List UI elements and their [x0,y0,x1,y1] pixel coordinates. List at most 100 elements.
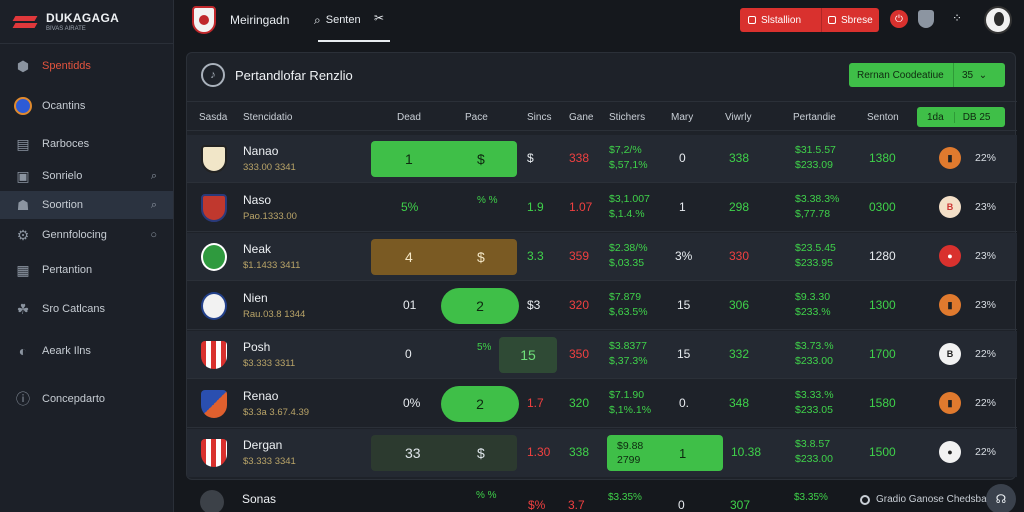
table-row[interactable]: Renao $3.3a 3.67.4.39 0% 2 1.7 320 $7.1.… [187,380,1017,428]
row-viwrly: 330 [729,249,750,263]
dead-pace-pill[interactable]: 1 $ [371,141,517,177]
stich-a: $2.38/% [609,242,648,254]
header-stichers[interactable]: Stichers [609,112,646,123]
power-icon[interactable]: ⏻ [890,10,908,28]
club-badge-icon: B [939,343,961,365]
stich-a: $7.1.90 [609,389,645,401]
pace-pill[interactable]: 2 [441,288,519,324]
table-row[interactable]: Nanao 333.00 3341 1 $ $ 338 $7,2/% $,57,1… [187,135,1017,183]
sidebar-item-sonrielo[interactable]: ▣ Sonrielo ⌕ [0,162,173,190]
sidebar-item-concepdarto[interactable]: ⓘ Concepdarto [0,385,173,413]
header-senton[interactable]: Senton [867,112,899,123]
avatar[interactable] [984,6,1012,34]
brand[interactable]: DUKAGAGA BIVAS AIRATE [0,0,173,44]
search-tab[interactable]: ⌕ Senten [314,10,361,30]
row-pace: % % [477,195,498,206]
row-pace: % % [476,490,497,501]
dead-pace-pill[interactable]: 4 $ [371,239,517,275]
stich-a: $7.879 [609,291,642,303]
sidebar-item-pertantion[interactable]: ▦ Pertantion [0,256,173,284]
row-pertandie: $3.73.% $233.00 [795,339,834,369]
headset-icon[interactable]: ☊ [986,484,1016,512]
sidebar-item-sro-catlcans[interactable]: ☘ Sro Catlcans [0,295,173,323]
grid-dots-icon[interactable]: ⁘ [952,11,963,25]
pert-a: $31.5.57 [795,144,836,156]
header-gane[interactable]: Gane [569,112,594,123]
sidebar-item-rarboces[interactable]: ▤ Rarboces [0,130,173,158]
table-row[interactable]: Dergan $3.333 3341 33 $ 1.30 338 $9.88 27… [187,429,1017,477]
club-crest-icon [201,243,227,271]
table-row[interactable]: Nien Rau.03.8 1344 01 2 $3 320 $7.879 $,6… [187,282,1017,330]
row-stichers: $3.8377 $,37.3% [609,339,648,369]
create-button[interactable]: Rernan Coodeatiue 35 ⌄ [849,63,1005,87]
header-dead[interactable]: Dead [397,112,421,123]
header-filter-button[interactable]: 1da DB 25 [917,107,1005,127]
dead-pace-pill[interactable]: 33 $ [371,435,517,471]
row-stichers: $7.1.90 $,1%.1% [609,388,651,418]
shield-icon[interactable] [918,10,934,28]
footer-note[interactable]: Gradio Ganose Chedsbas [860,494,992,505]
sidebar-item-spentidds[interactable]: ⬢ Spentidds [0,52,173,80]
sidebar-item-label: Spentidds [42,60,91,72]
stich-b: $,37.3% [609,355,648,367]
circle-icon: ○ [150,229,157,241]
tools-icon[interactable]: ✂ [374,11,385,25]
header-stencidatio[interactable]: Stencidatio [243,112,293,123]
row-gane: 359 [569,249,590,263]
table-row[interactable]: Neak $1.1433 3411 4 $ 3.3 359 $2.38/% $,0… [187,233,1017,281]
header-viwrly[interactable]: Viwrly [725,112,752,123]
people-icon: ☘ [16,300,30,317]
row-senton: 1300 [869,298,896,312]
sidebar-item-label: Sro Catlcans [42,303,105,315]
header-pace[interactable]: Pace [465,112,488,123]
alert-button[interactable]: Slstallion Sbrese [740,8,879,32]
row-pertandie: $23.5.45 $233.95 [795,241,836,271]
club-crest-icon [201,390,227,418]
square-icon [748,16,756,24]
row-dead: 4 [405,249,413,265]
header-mary[interactable]: Mary [671,112,694,123]
sidebar-item-gennfolocing[interactable]: ⚙ Gennfolocing ○ [0,221,173,249]
alert-secondary[interactable]: Sbrese [822,15,873,26]
filter-a: 1da [927,111,944,123]
sidebar-item-ocantins[interactable]: Ocantins [0,92,173,120]
table-row[interactable]: Posh $3.333 3311 0 5% 15 350 $3.8377 $,37… [187,331,1017,379]
row-stichers: $7,2/% $,57,1% [609,143,648,173]
header-pertandie[interactable]: Pertandie [793,112,836,123]
row-sub: Pao.1333.00 [243,211,297,222]
sidebar-item-label: Gennfolocing [42,229,107,241]
pert-b: $233.95 [795,257,833,269]
row-name: Dergan [243,438,283,452]
stich-b: 2799 [617,454,641,466]
stich-b: $,63.5% [609,306,648,318]
page-title: Meiringadn [230,13,290,27]
row-pct: 23% [975,299,997,311]
table-row-partial[interactable]: Sonas % % $% 3.7 $3.35% 0 307 $3.35% Gra… [174,484,1024,512]
row-pct: 22% [975,152,997,164]
row-sincs: $% [528,498,546,512]
row-pace: 5% [477,342,492,353]
sidebar-item-aeark-ilns[interactable]: ◐ Aeark Ilns [0,337,173,365]
header-sincs[interactable]: Sincs [527,112,552,123]
row-senton: 1500 [869,445,896,459]
row-gane: 320 [569,298,590,312]
sidebar-item-soortion[interactable]: ☗ Soortion ⌕ [0,191,173,219]
row-mary: 0 [678,498,685,512]
club-crest-icon [201,194,227,222]
header-sasda[interactable]: Sasda [199,112,228,123]
row-name: Sonas [242,492,277,506]
row-stichers: $3,1.007 $,1.4.% [609,192,650,222]
stichers-pill[interactable]: $9.88 2799 1 [607,435,723,471]
sincs-pill[interactable]: 15 [499,337,557,373]
pace-pill[interactable]: 2 [441,386,519,422]
row-name: Nien [243,291,268,305]
stich-a: $3.8377 [609,340,647,352]
table-row[interactable]: Naso Pao.1333.00 5% % % 1.9 1.07 $3,1.00… [187,184,1017,232]
club-logo-icon[interactable] [192,6,216,34]
brand-text: DUKAGAGA BIVAS AIRATE [46,12,119,32]
row-viwrly: 298 [729,200,750,214]
row-mary: 15 [677,298,691,312]
club-crest-icon [201,341,227,369]
row-pct: 22% [975,446,997,458]
alert-primary[interactable]: Slstallion [740,8,822,32]
